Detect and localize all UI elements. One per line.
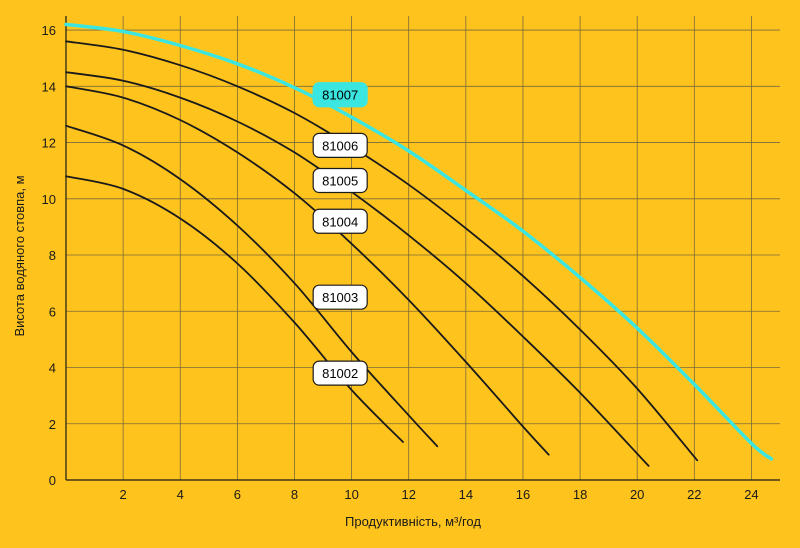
y-tick-label: 14 <box>42 79 56 94</box>
x-tick-label: 20 <box>630 487 644 502</box>
y-tick-label: 10 <box>42 192 56 207</box>
y-tick-label: 4 <box>49 361 56 376</box>
series-label-81004: 81004 <box>322 214 358 229</box>
label-box-81005 <box>312 167 368 194</box>
curves <box>64 22 774 467</box>
series-label-81003: 81003 <box>322 290 358 305</box>
x-tick-label: 2 <box>120 487 127 502</box>
y-tick-label: 0 <box>49 473 56 488</box>
x-axis-label: Продуктивність, м³/год <box>345 514 481 529</box>
x-tick-label: 18 <box>573 487 587 502</box>
x-tick-label: 22 <box>687 487 701 502</box>
x-tick-label: 8 <box>291 487 298 502</box>
label-box-81004 <box>312 208 368 234</box>
y-tick-label: 12 <box>42 136 56 151</box>
label-box-81006 <box>312 132 368 158</box>
y-tick-label: 8 <box>49 248 56 263</box>
curve-81003 <box>65 124 439 448</box>
series-label-81007: 81007 <box>322 88 358 103</box>
y-tick-label: 2 <box>49 417 56 432</box>
x-tick-label: 24 <box>744 487 758 502</box>
curve-81002 <box>65 175 404 443</box>
series-label-81006: 81006 <box>322 138 358 153</box>
x-tick-label: 14 <box>459 487 473 502</box>
label-box-81007 <box>312 82 368 108</box>
curve-81006 <box>65 40 699 462</box>
x-tick-label: 6 <box>234 487 241 502</box>
x-tick-label: 16 <box>516 487 530 502</box>
axes <box>65 16 780 481</box>
y-axis-label: Висота водяного стовпа, м <box>12 175 27 336</box>
y-tick-label: 6 <box>49 304 56 319</box>
curve-81007 <box>64 22 774 461</box>
curve-81005 <box>65 71 650 467</box>
series-label-81005: 81005 <box>322 174 358 189</box>
label-box-81003 <box>312 284 368 310</box>
curve-81004 <box>65 85 550 456</box>
series-label-81002: 81002 <box>322 366 358 381</box>
x-tick-label: 10 <box>344 487 358 502</box>
x-tick-label: 12 <box>401 487 415 502</box>
y-tick-label: 16 <box>42 23 56 38</box>
grid <box>66 16 780 480</box>
label-box-81002 <box>312 360 368 386</box>
series-labels: 81002 81003 81004 81005 81006 81007 <box>312 82 368 386</box>
x-tick-label: 4 <box>177 487 184 502</box>
